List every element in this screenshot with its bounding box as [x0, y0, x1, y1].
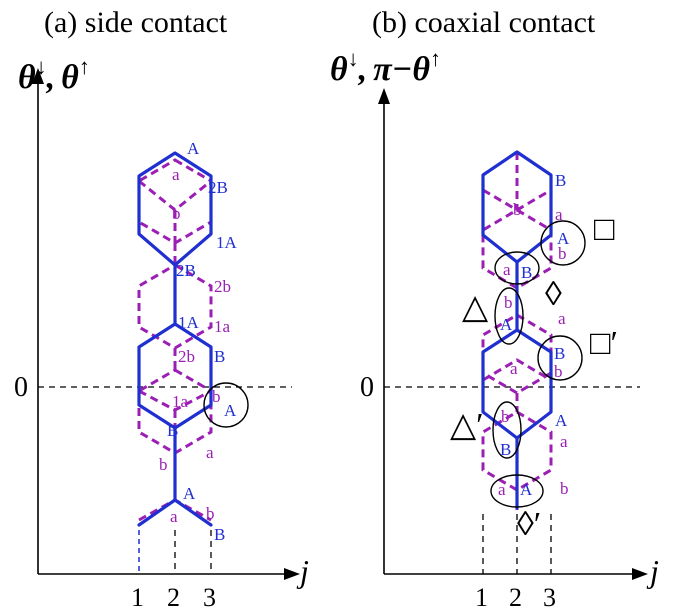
label: a [558, 309, 566, 328]
label: B [521, 263, 532, 282]
x-axis-arrow [632, 568, 648, 580]
label: A [555, 411, 568, 430]
label: B [214, 347, 225, 366]
label: 1A [216, 233, 238, 252]
tick-2: 2 [167, 583, 180, 612]
label: 1a [214, 317, 231, 336]
label: b [513, 200, 522, 219]
label: a [498, 480, 506, 499]
label: a [560, 432, 568, 451]
label: A [224, 401, 237, 420]
label: a [510, 359, 518, 378]
tick-3: 3 [543, 583, 556, 612]
tick-1: 1 [131, 583, 144, 612]
label: b [172, 204, 181, 223]
label: A [557, 229, 570, 248]
label: 2B [176, 261, 196, 280]
label: B [167, 421, 178, 440]
blue-lattice [137, 151, 213, 527]
label: b [558, 244, 567, 263]
label: 2b [214, 277, 231, 296]
zero-label: 0 [14, 372, 28, 403]
y-axis-title: θ↓, θ↑ [18, 54, 90, 96]
triangle-prime-marker: △′ [450, 407, 484, 444]
label: b [212, 387, 221, 406]
label: b [159, 455, 168, 474]
y-axis-arrow [32, 68, 44, 84]
label: b [554, 362, 563, 381]
label: B [500, 440, 511, 459]
square-prime-marker: □′ [590, 325, 618, 362]
zero-label: 0 [360, 372, 374, 403]
label: 2b [178, 347, 195, 366]
x-axis-arrow [284, 568, 300, 580]
square-marker: □ [594, 211, 615, 248]
label: a [172, 165, 180, 184]
label: a [555, 205, 563, 224]
label: A [183, 484, 196, 503]
diamond-marker: ◊ [545, 276, 562, 313]
label: B [554, 344, 565, 363]
label: A [520, 480, 533, 499]
tick-1: 1 [475, 583, 488, 612]
contact-circles [490, 220, 586, 508]
blue-lattice [481, 150, 553, 510]
panel-a-labels: A a 2B b 1A 2B 2b 1A 1a 2b B 1a b A B b … [159, 139, 238, 544]
y-axis-arrow [378, 88, 390, 104]
label: 1a [172, 392, 189, 411]
marker-symbols: □ ◊ △ □′ △′ ◊′ [450, 211, 618, 543]
x-axis-label: j [646, 553, 659, 589]
panel-b-labels: B b a A b a B b A a B b a b B A a a A b [498, 171, 570, 499]
x-axis-label: j [296, 553, 309, 589]
contact-circle [203, 382, 249, 428]
tick-3: 3 [203, 583, 216, 612]
label: A [187, 139, 200, 158]
tick-2: 2 [509, 583, 522, 612]
label: a [503, 260, 511, 279]
triangle-marker: △ [462, 289, 489, 326]
label: a [206, 443, 214, 462]
y-axis-title: θ↓, π−θ↑ [330, 46, 441, 88]
label: b [206, 504, 215, 523]
label: A [500, 315, 513, 334]
panel-a: (a) side contact θ↓, θ↑ 0 j 1 2 3 [14, 6, 309, 612]
label: b [504, 293, 513, 312]
panel-a-title: (a) side contact [44, 6, 228, 39]
label: b [501, 407, 510, 426]
label: B [214, 525, 225, 544]
label: 1A [178, 313, 200, 332]
label: a [170, 507, 178, 526]
panel-b: (b) coaxial contact θ↓, π−θ↑ 0 j 1 2 3 [330, 6, 659, 612]
label: b [560, 479, 569, 498]
diamond-prime-marker: ◊′ [517, 506, 541, 543]
panel-b-title: (b) coaxial contact [372, 6, 596, 39]
label: 2B [208, 178, 228, 197]
label: B [555, 171, 566, 190]
